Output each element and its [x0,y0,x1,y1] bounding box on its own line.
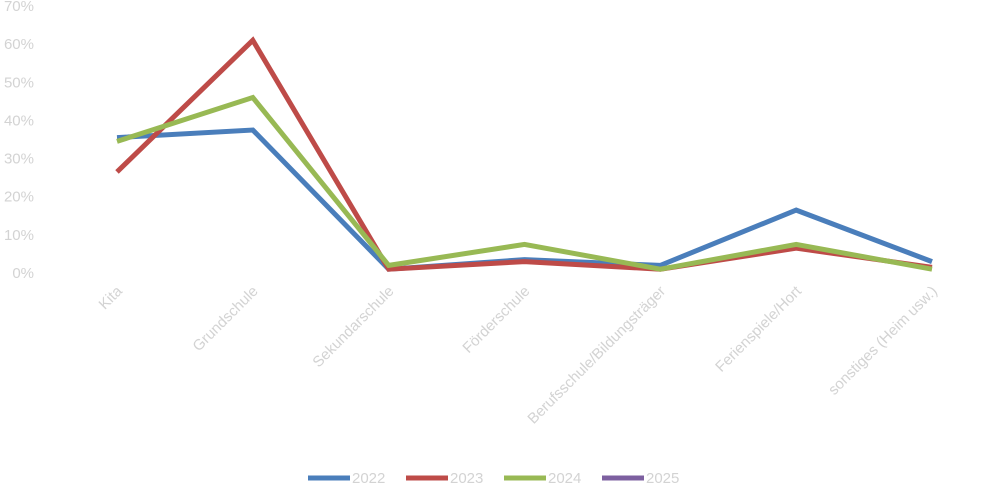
x-tick-label: sonstiges (Heim usw.) [825,283,941,399]
y-tick-label: 40% [4,112,34,129]
x-tick-label: Ferienspiele/Hort [712,282,805,375]
series-line-2023 [115,36,933,272]
y-axis: 0% 10% 20% 30% 40% 50% 60% 70% [4,0,34,282]
legend-label-2022: 2022 [352,470,385,485]
series-lines [115,36,933,272]
y-tick-label: 30% [4,151,34,168]
legend-label-2024: 2024 [548,470,581,485]
y-tick-label: 0% [12,265,34,282]
y-tick-label: 60% [4,36,34,53]
y-tick-label: 20% [4,189,34,206]
y-tick-label: 70% [4,0,34,15]
x-axis: Kita Grundschule Sekundarschule Förderschul… [96,282,941,427]
series-line-2024 [116,94,933,272]
legend: 2022 2023 2024 2025 [308,470,679,485]
legend-label-2023: 2023 [450,470,483,485]
y-tick-label: 10% [4,227,34,244]
x-tick-label: Berufsschule/Bildungsträger [524,283,669,428]
x-tick-label: Sekundarschule [309,283,397,371]
y-tick-label: 50% [4,74,34,91]
x-tick-label: Grundschule [189,283,261,355]
legend-label-2025: 2025 [646,470,679,485]
x-tick-label: Kita [96,282,127,313]
x-tick-label: Förderschule [459,283,533,357]
